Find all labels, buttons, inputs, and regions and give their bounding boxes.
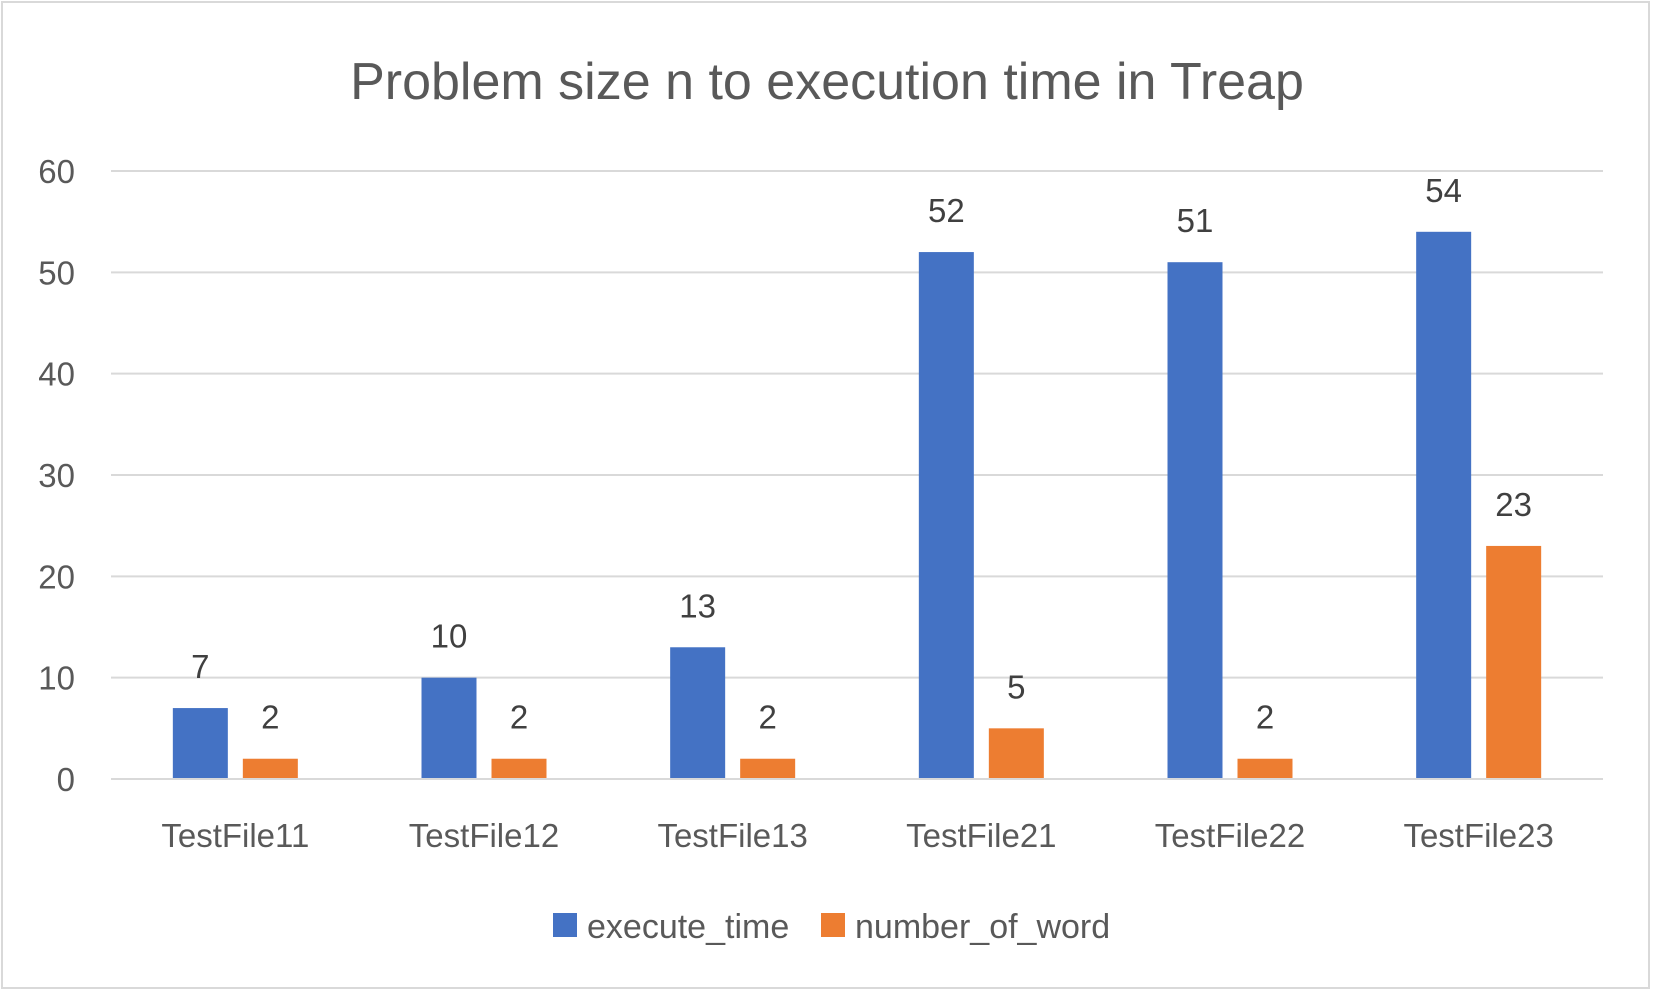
bar-number-of-word — [1486, 545, 1542, 779]
legend: execute_time number_of_word — [553, 908, 1110, 946]
data-label: 2 — [261, 699, 279, 736]
x-tick-label: TestFile23 — [1403, 817, 1553, 854]
legend-swatch — [553, 913, 577, 937]
y-tick-label: 20 — [38, 558, 75, 595]
y-tick-label: 60 — [38, 153, 75, 190]
bar-execute-time — [918, 252, 974, 780]
y-tick-label: 0 — [57, 761, 75, 798]
bar-number-of-word — [740, 758, 796, 779]
y-tick-label: 30 — [38, 457, 75, 494]
x-tick-label: TestFile12 — [409, 817, 559, 854]
data-label: 10 — [431, 618, 468, 655]
y-tick-label: 40 — [38, 356, 75, 393]
data-label: 52 — [928, 192, 965, 229]
bar-execute-time — [172, 708, 228, 779]
data-label: 23 — [1495, 486, 1532, 523]
bar-execute-time — [1167, 262, 1223, 779]
bar-chart: Problem size n to execution time in Trea… — [38, 53, 1603, 946]
y-tick-label: 10 — [38, 660, 75, 697]
data-label: 54 — [1425, 172, 1462, 209]
x-tick-label: TestFile11 — [161, 817, 309, 854]
chart-title: Problem size n to execution time in Trea… — [350, 53, 1304, 111]
bar-number-of-word — [491, 758, 547, 779]
bar-execute-time — [1416, 231, 1472, 780]
legend-label: number_of_word — [855, 908, 1110, 946]
legend-label: execute_time — [587, 908, 789, 946]
data-label: 2 — [510, 699, 528, 736]
bar-number-of-word — [988, 728, 1044, 779]
legend-swatch — [821, 913, 845, 937]
y-tick-label: 50 — [38, 254, 75, 291]
bar-number-of-word — [1237, 758, 1293, 779]
data-label: 13 — [679, 587, 716, 624]
y-axis: 0 10 20 30 40 50 60 — [38, 153, 75, 798]
data-label: 51 — [1177, 202, 1214, 239]
bar-number-of-word — [242, 758, 298, 779]
data-label: 7 — [191, 648, 209, 685]
data-label: 5 — [1007, 668, 1025, 705]
x-tick-label: TestFile21 — [906, 817, 1056, 854]
bar-execute-time — [670, 647, 726, 779]
data-label: 2 — [1256, 699, 1274, 736]
x-tick-label: TestFile22 — [1155, 817, 1305, 854]
bar-execute-time — [421, 677, 477, 779]
x-axis: TestFile11 TestFile12 TestFile13 TestFile21… — [111, 778, 1603, 854]
gridlines — [111, 170, 1603, 780]
data-label: 2 — [758, 699, 776, 736]
bars — [172, 231, 1542, 780]
data-labels: 7 2 10 2 13 2 52 5 51 2 54 23 — [191, 172, 1532, 736]
x-tick-label: TestFile13 — [657, 817, 807, 854]
